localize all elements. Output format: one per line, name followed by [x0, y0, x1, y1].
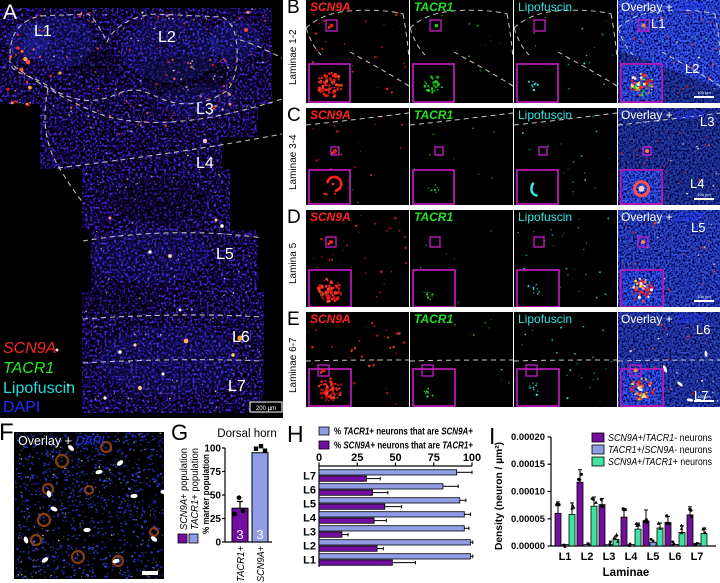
svg-text:Dorsal horn: Dorsal horn: [217, 428, 276, 440]
svg-text:L5: L5: [647, 551, 660, 563]
svg-text:L4: L4: [690, 176, 704, 191]
svg-text:0.00015: 0.00015: [511, 459, 546, 470]
svg-text:0.00005: 0.00005: [511, 514, 546, 525]
svg-text:Laminae: Laminae: [603, 567, 650, 579]
svg-text:% marker population: % marker population: [201, 454, 212, 534]
svg-text:75: 75: [428, 452, 440, 464]
svg-text:H: H: [287, 421, 304, 447]
svg-text:100: 100: [463, 452, 481, 464]
svg-text:DAPI: DAPI: [3, 399, 40, 416]
svg-text:I: I: [489, 423, 495, 449]
svg-text:Density (neuron / µm²): Density (neuron / µm²): [493, 442, 505, 550]
svg-text:0.00010: 0.00010: [511, 487, 545, 498]
svg-text:A: A: [3, 1, 17, 24]
svg-text:200 µm: 200 µm: [256, 406, 276, 412]
svg-text:L7: L7: [303, 471, 316, 483]
svg-text:50: 50: [389, 452, 401, 464]
svg-text:TACR1: TACR1: [414, 0, 453, 14]
svg-text:SCN9A+ population: SCN9A+ population: [179, 448, 190, 530]
svg-text:0.00020: 0.00020: [511, 432, 545, 443]
svg-text:0.00000: 0.00000: [511, 541, 545, 552]
svg-text:Lipofuscin: Lipofuscin: [518, 108, 572, 122]
svg-text:3: 3: [256, 527, 263, 542]
svg-text:L6: L6: [232, 329, 250, 346]
svg-text:L6: L6: [303, 485, 316, 497]
svg-text:L1: L1: [651, 16, 665, 31]
svg-text:L5: L5: [303, 499, 316, 511]
svg-text:TACR1: TACR1: [3, 360, 54, 377]
svg-text:L5: L5: [691, 220, 705, 235]
svg-text:100 µm: 100 µm: [697, 394, 711, 399]
svg-text:L7: L7: [691, 551, 704, 563]
svg-text:L7: L7: [228, 378, 246, 395]
svg-text:Overlay + DAPI: Overlay + DAPI: [621, 108, 705, 122]
svg-text:100 µm: 100 µm: [697, 192, 711, 197]
svg-text:% TACR1+ neurons that are SCN9: % TACR1+ neurons that are SCN9A+: [334, 427, 473, 438]
svg-text:SCN9A+/TACR1- neurons: SCN9A+/TACR1- neurons: [608, 433, 712, 444]
svg-text:SCN9A: SCN9A: [310, 0, 351, 14]
svg-text:100 µm: 100 µm: [697, 90, 711, 95]
svg-text:0: 0: [215, 538, 221, 549]
svg-text:G: G: [171, 420, 188, 445]
svg-text:L2: L2: [581, 551, 594, 563]
svg-text:75: 75: [210, 467, 222, 478]
svg-text:100: 100: [204, 444, 221, 455]
svg-text:L6: L6: [696, 322, 710, 337]
svg-text:L2: L2: [158, 29, 176, 46]
svg-text:TACR1: TACR1: [414, 312, 453, 326]
svg-text:Overlay + DAPI: Overlay + DAPI: [621, 312, 705, 326]
svg-text:3: 3: [236, 527, 243, 542]
svg-text:TACR1: TACR1: [414, 210, 453, 224]
svg-text:Overlay + DAPI: Overlay + DAPI: [621, 210, 705, 224]
svg-text:L1: L1: [34, 23, 52, 40]
svg-text:25: 25: [210, 514, 222, 525]
svg-text:TACR1+/SCN9A- neurons: TACR1+/SCN9A- neurons: [608, 445, 712, 456]
svg-text:L3: L3: [196, 101, 214, 118]
svg-text:% SCN9A+ neurons that are TACR: % SCN9A+ neurons that are TACR1+: [334, 441, 473, 452]
svg-text:TACR1: TACR1: [414, 108, 453, 122]
svg-text:0: 0: [316, 452, 322, 464]
svg-text:TACR1+ population: TACR1+ population: [190, 448, 201, 530]
svg-text:Lipofuscin: Lipofuscin: [518, 210, 572, 224]
svg-text:SCN9A: SCN9A: [310, 312, 351, 326]
svg-text:Lipofuscin: Lipofuscin: [3, 380, 75, 397]
svg-text:L3: L3: [700, 114, 714, 129]
svg-text:L6: L6: [669, 551, 682, 563]
svg-text:Lipofuscin: Lipofuscin: [518, 0, 572, 14]
svg-text:TACR1+: TACR1+: [235, 546, 247, 582]
svg-text:L5: L5: [216, 246, 234, 263]
svg-text:L4: L4: [196, 155, 214, 172]
svg-text:L3: L3: [603, 551, 616, 563]
svg-text:L7: L7: [694, 388, 708, 403]
svg-text:SCN9A: SCN9A: [310, 108, 351, 122]
svg-text:L2: L2: [303, 541, 316, 553]
svg-text:SCN9A+/TACR1+ neurons: SCN9A+/TACR1+ neurons: [608, 457, 712, 468]
svg-text:L3: L3: [303, 527, 316, 539]
svg-text:SCN9A: SCN9A: [3, 340, 56, 357]
svg-text:L4: L4: [303, 513, 317, 525]
svg-text:100 µm: 100 µm: [697, 294, 711, 299]
svg-text:L1: L1: [303, 555, 316, 567]
svg-text:Overlay + DAPI: Overlay + DAPI: [621, 0, 705, 14]
svg-text:SCN9A: SCN9A: [310, 210, 351, 224]
svg-text:L4: L4: [625, 551, 639, 563]
svg-text:Overlay + DAPI: Overlay + DAPI: [18, 434, 105, 448]
svg-text:25: 25: [351, 452, 363, 464]
svg-text:Lipofuscin: Lipofuscin: [518, 312, 572, 326]
svg-text:50: 50: [210, 491, 222, 502]
svg-text:L1: L1: [559, 551, 572, 563]
svg-text:SCN9A+: SCN9A+: [255, 546, 267, 582]
svg-text:L2: L2: [685, 61, 699, 76]
